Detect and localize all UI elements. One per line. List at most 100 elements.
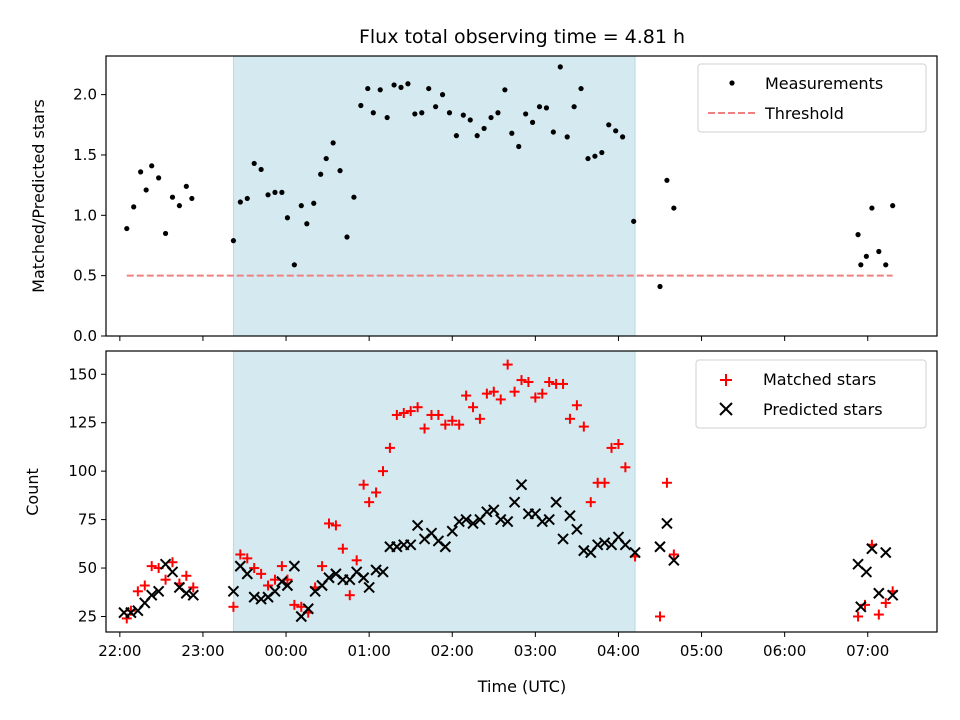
data-point	[289, 599, 300, 610]
series-measurements	[124, 64, 896, 290]
legend: Measurements Threshold	[697, 63, 927, 133]
data-point	[162, 230, 169, 237]
data-point	[501, 515, 514, 528]
data-point	[523, 111, 529, 117]
x-tick-label: 22:00	[98, 642, 141, 660]
data-point	[248, 591, 260, 603]
data-point	[550, 496, 562, 508]
data-point	[237, 199, 243, 205]
data-point	[550, 129, 556, 135]
data-point	[446, 525, 458, 537]
data-point	[288, 560, 301, 572]
data-point	[152, 585, 165, 598]
data-point	[169, 194, 176, 200]
data-point	[304, 221, 310, 227]
data-point	[564, 413, 575, 424]
data-point	[419, 110, 425, 116]
data-point	[412, 402, 423, 413]
data-point	[460, 112, 466, 118]
data-point	[358, 102, 364, 109]
data-point	[523, 377, 534, 388]
data-point	[558, 378, 569, 389]
x-tick-label: 03:00	[514, 642, 557, 660]
data-point	[453, 133, 460, 139]
data-point	[370, 564, 382, 576]
x-tick-label: 07:00	[846, 642, 889, 660]
data-point	[124, 225, 130, 232]
legend-frame	[695, 359, 927, 429]
data-point	[156, 175, 162, 181]
legend-label-threshold: Threshold	[764, 104, 844, 123]
data-point	[866, 542, 878, 555]
data-point	[351, 555, 362, 566]
data-point	[384, 114, 390, 121]
data-point	[323, 572, 335, 584]
data-point	[474, 413, 485, 424]
data-point	[509, 130, 515, 136]
data-point	[188, 582, 199, 593]
data-point	[371, 487, 382, 498]
y-tick-label: 50	[78, 559, 97, 577]
data-point	[536, 515, 548, 528]
data-point	[279, 189, 285, 195]
legend-frame	[697, 63, 927, 133]
data-point	[661, 517, 673, 530]
data-point	[631, 218, 637, 224]
data-point	[146, 561, 157, 572]
data-point	[440, 419, 451, 430]
data-point	[599, 149, 605, 156]
data-point	[502, 87, 508, 93]
data-point	[256, 568, 267, 579]
data-point	[412, 111, 418, 117]
data-point	[138, 169, 144, 175]
data-point	[853, 611, 864, 622]
data-point	[557, 64, 563, 70]
data-point	[890, 203, 896, 209]
data-point	[571, 400, 582, 411]
y-tick-label: 125	[68, 414, 97, 432]
data-point	[591, 539, 604, 551]
data-point	[467, 117, 473, 123]
data-point	[571, 523, 583, 535]
data-point	[543, 105, 550, 111]
legend-label-measurements: Measurements	[765, 74, 883, 93]
data-point	[160, 574, 171, 585]
data-point	[358, 479, 369, 490]
data-point	[529, 119, 536, 125]
data-point	[855, 232, 861, 238]
data-point	[886, 589, 899, 601]
data-point	[481, 125, 487, 132]
data-point	[391, 82, 397, 88]
data-point	[411, 519, 424, 532]
data-point	[873, 609, 884, 620]
data-point	[488, 114, 494, 121]
data-point	[873, 587, 885, 599]
data-point	[263, 580, 274, 591]
data-point	[139, 580, 150, 591]
axes-frame	[105, 55, 938, 337]
data-point	[585, 155, 591, 162]
data-point	[330, 140, 336, 146]
data-point	[241, 568, 253, 580]
data-point	[516, 375, 527, 386]
data-point	[495, 513, 507, 526]
shaded-interval	[232, 350, 636, 633]
data-point	[564, 510, 576, 522]
data-point	[671, 205, 677, 211]
legend: Matched stars Predicted stars	[695, 359, 927, 429]
data-point	[515, 479, 528, 491]
data-point	[460, 513, 472, 526]
data-point	[578, 85, 584, 92]
data-point	[481, 506, 493, 518]
x-tick-label: 00:00	[264, 642, 307, 660]
data-point	[228, 601, 239, 612]
data-point	[235, 549, 246, 560]
legend-marker-predicted	[719, 402, 733, 416]
data-point	[439, 541, 452, 553]
data-point	[426, 85, 432, 92]
data-point	[585, 497, 596, 508]
data-point	[337, 168, 343, 174]
series-predicted-stars	[118, 479, 899, 623]
data-point	[578, 544, 590, 557]
data-point	[166, 566, 179, 578]
